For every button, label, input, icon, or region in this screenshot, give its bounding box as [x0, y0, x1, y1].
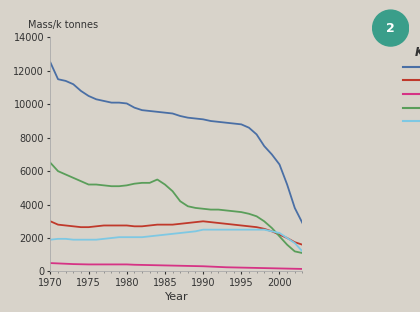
Text: 2: 2 — [386, 22, 395, 35]
Legend: CO, NOₓ, PM₁₀, SO₂, VOC: CO, NOₓ, PM₁₀, SO₂, VOC — [399, 43, 420, 130]
Text: Mass/k tonnes: Mass/k tonnes — [28, 20, 98, 30]
X-axis label: Year: Year — [165, 292, 188, 302]
Circle shape — [373, 10, 409, 46]
